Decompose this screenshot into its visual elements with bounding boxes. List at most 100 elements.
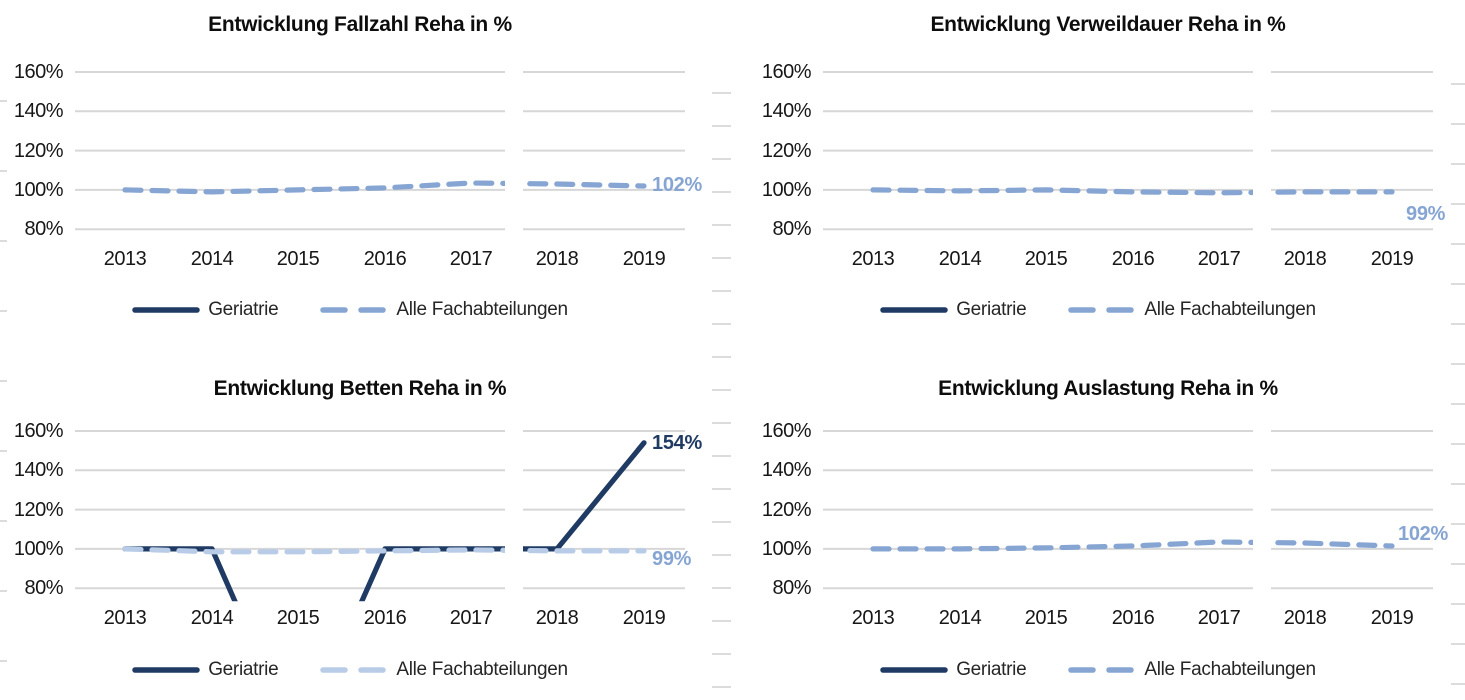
plot-area <box>75 409 685 602</box>
gridline-stub <box>1451 83 1465 85</box>
value-label-auslastung: 102% <box>1398 522 1448 545</box>
legend: Geriatrie Alle Fachabteilungen <box>773 658 1423 682</box>
legend: Geriatrie Alle Fachabteilungen <box>25 298 675 322</box>
y-axis-label: 100% <box>761 178 812 201</box>
legend-line-alle-swatch <box>1068 307 1135 313</box>
gridline-stub <box>712 488 731 490</box>
x-axis-label: 2015 <box>276 607 320 629</box>
legend-label-geriatrie: Geriatrie <box>208 299 279 320</box>
y-axis-label: 80% <box>772 218 811 241</box>
gridline-stub <box>1451 643 1465 645</box>
legend-label-alle-fachabteilungen: Alle Fachabteilungen <box>1144 299 1316 320</box>
x-axis-label: 2013 <box>851 607 895 629</box>
y-axis-label: 120% <box>761 498 812 521</box>
x-axis-label: 2014 <box>190 607 234 629</box>
gridline-stub <box>1451 403 1465 405</box>
chart-fallzahl: Entwicklung Fallzahl Reha in % 160% 140% 1… <box>0 0 732 350</box>
y-axis-label: 120% <box>761 139 812 162</box>
x-axis-label: 2019 <box>1370 607 1414 629</box>
x-axis-label: 2015 <box>1024 607 1068 629</box>
x-axis-label: 2015 <box>1024 248 1068 270</box>
x-axis-label: 2017 <box>1197 248 1241 270</box>
page-split-gap <box>1253 50 1271 243</box>
gridline-stub <box>0 450 7 452</box>
chart-auslastung: Entwicklung Auslastung Reha in % 160% 140… <box>733 350 1465 700</box>
x-axis-label: 2013 <box>103 607 147 629</box>
gridline-stub <box>0 240 7 242</box>
chart-title: Entwicklung Fallzahl Reha in % <box>208 13 512 36</box>
gridline-stub <box>1451 443 1465 445</box>
gridline-stub <box>712 323 731 325</box>
x-axis-label: 2014 <box>190 248 234 270</box>
y-axis-label: 160% <box>13 61 64 83</box>
value-label-fallzahl: 102% <box>652 173 702 196</box>
x-axis-label: 2018 <box>535 248 579 270</box>
gridline-stub <box>712 158 731 160</box>
y-axis-label: 160% <box>13 420 64 442</box>
x-axis-label: 2015 <box>276 248 320 270</box>
y-axis-label: 160% <box>761 61 812 83</box>
legend-label-geriatrie: Geriatrie <box>208 659 279 680</box>
x-axis-label: 2014 <box>938 248 982 270</box>
y-axis-label: 140% <box>13 100 64 123</box>
gridline-stub <box>0 100 7 102</box>
x-axis-label: 2017 <box>449 248 493 270</box>
plot-area <box>823 50 1433 243</box>
gridline-stub <box>712 224 731 226</box>
gridline-stub <box>0 590 7 592</box>
gridline-stub <box>712 257 731 259</box>
series-line-alle-fachabteilungen <box>122 180 647 195</box>
gridline-stub <box>1451 283 1465 285</box>
page-split-gap <box>505 50 523 243</box>
gridline-stub <box>712 455 731 457</box>
gridline-stub <box>1451 243 1465 245</box>
x-axis-label: 2018 <box>1283 248 1327 270</box>
gridline-stub <box>712 554 731 556</box>
legend-label-alle-fachabteilungen: Alle Fachabteilungen <box>396 299 568 320</box>
x-axis-label: 2016 <box>363 607 407 629</box>
x-axis-label: 2019 <box>622 248 666 270</box>
x-axis-label: 2019 <box>1370 248 1414 270</box>
series-line-alle-fachabteilungen <box>122 546 647 555</box>
value-label-betten: 99% <box>652 547 692 570</box>
gridline-stub <box>712 92 731 94</box>
chart-title: Entwicklung Auslastung Reha in % <box>938 377 1278 400</box>
x-axis-label: 2013 <box>103 248 147 270</box>
legend-line-geriatrie-swatch <box>132 307 200 313</box>
gridline-stub <box>1451 203 1465 205</box>
series-line-alle-fachabteilungen <box>870 539 1395 552</box>
y-axis-label: 140% <box>761 100 812 123</box>
gridline-stub <box>712 686 731 688</box>
gridline-stub <box>1451 363 1465 365</box>
gridline-stub <box>1451 603 1465 605</box>
page-split-gap <box>505 409 523 602</box>
gridline-stub <box>712 389 731 391</box>
chart-betten: Entwicklung Betten Reha in % 160% 140% 120… <box>0 350 732 700</box>
y-axis-label: 80% <box>24 577 63 600</box>
gridline-stub <box>0 520 7 522</box>
x-axis-label: 2017 <box>1197 607 1241 629</box>
legend-line-geriatrie-swatch <box>132 667 200 673</box>
gridline-stub <box>0 660 7 662</box>
gridline-stub <box>712 620 731 622</box>
legend: Geriatrie Alle Fachabteilungen <box>773 298 1423 322</box>
gridline-stub <box>1451 163 1465 165</box>
y-axis-label: 160% <box>761 420 812 442</box>
y-axis-label: 120% <box>13 139 64 162</box>
legend-line-geriatrie-swatch <box>880 307 948 313</box>
y-axis-label: 100% <box>13 537 64 560</box>
value-label-verweildauer: 99% <box>1406 202 1446 225</box>
plot-area <box>75 50 685 243</box>
legend-label-geriatrie: Geriatrie <box>956 299 1027 320</box>
gridline-stub <box>1451 123 1465 125</box>
x-axis-label: 2019 <box>622 607 666 629</box>
x-axis-label: 2016 <box>1111 248 1155 270</box>
gridline-stub <box>712 422 731 424</box>
gridline-stub <box>0 170 7 172</box>
gridline-stub <box>1451 683 1465 685</box>
y-axis-label: 140% <box>761 459 812 482</box>
y-axis-label: 80% <box>24 218 63 241</box>
gridline-stub <box>0 380 7 382</box>
value-label-betten: 154% <box>652 431 702 454</box>
chart-title: Entwicklung Verweildauer Reha in % <box>930 13 1286 36</box>
